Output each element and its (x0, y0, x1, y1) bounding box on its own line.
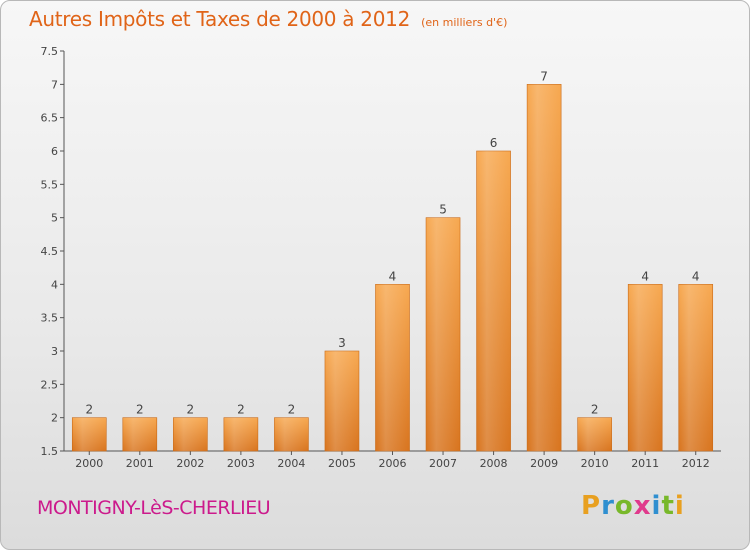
commune-name: MONTIGNY-LèS-CHERLIEU (37, 497, 271, 519)
bar-shine (577, 417, 612, 451)
x-tick-label: 2002 (176, 457, 204, 470)
bar-shine (274, 417, 309, 451)
y-tick-label: 2.5 (41, 378, 59, 391)
logo-letter: r (601, 491, 615, 521)
bar-value-label: 5 (439, 203, 447, 217)
y-tick-label: 1.5 (41, 445, 59, 458)
x-tick-label: 2001 (126, 457, 154, 470)
bar-value-label: 2 (85, 403, 93, 417)
y-tick-label: 5 (51, 212, 58, 225)
y-tick-label: 3 (51, 345, 58, 358)
logo-letter: i (651, 491, 662, 521)
bar-value-label: 7 (540, 69, 548, 83)
x-tick-label: 2000 (75, 457, 103, 470)
bar-value-label: 6 (490, 136, 498, 150)
x-tick-label: 2007 (429, 457, 457, 470)
chart-subtitle: (en milliers d'€) (421, 16, 508, 29)
x-tick-label: 2008 (480, 457, 508, 470)
logo-letter: x (633, 491, 652, 521)
bar-shine (223, 417, 258, 451)
logo-letter: i (674, 491, 685, 521)
logo-letter: t (661, 491, 675, 521)
bar-value-label: 4 (641, 269, 649, 283)
bar-value-label: 2 (136, 403, 144, 417)
bar-shine (426, 217, 461, 451)
x-tick-label: 2006 (379, 457, 407, 470)
chart-title: Autres Impôts et Taxes de 2000 à 2012 (29, 7, 410, 31)
y-tick-label: 4.5 (41, 245, 59, 258)
logo-letter: P (581, 491, 602, 521)
y-tick-label: 4 (51, 278, 58, 291)
bar-value-label: 4 (692, 269, 700, 283)
proxiti-logo: Proxiti (581, 491, 685, 521)
x-tick-label: 2004 (277, 457, 305, 470)
bar-shine (476, 151, 511, 451)
x-tick-label: 2012 (682, 457, 710, 470)
bar-value-label: 3 (338, 336, 346, 350)
x-tick-label: 2005 (328, 457, 356, 470)
bar-shine (375, 284, 410, 451)
x-tick-label: 2011 (631, 457, 659, 470)
y-tick-label: 3.5 (41, 312, 59, 325)
bar-value-label: 2 (187, 403, 195, 417)
y-tick-label: 6.5 (41, 112, 59, 125)
labels: 2000 2 2001 2 2002 2 2003 2 2004 2 2005 3 2006 4 2007 5… (75, 69, 709, 470)
bar-value-label: 2 (288, 403, 296, 417)
bar-shine (628, 284, 663, 451)
title-row: Autres Impôts et Taxes de 2000 à 2012 (e… (29, 7, 507, 31)
y-tick-label: 7 (51, 78, 58, 91)
bar-shine (173, 417, 208, 451)
bar-shine (678, 284, 713, 451)
x-tick-label: 2009 (530, 457, 558, 470)
y-tick-label: 6 (51, 145, 58, 158)
bar-shine (72, 417, 107, 451)
y-tick-label: 5.5 (41, 178, 59, 191)
bars (71, 84, 714, 452)
x-tick-label: 2010 (581, 457, 609, 470)
x-tick-label: 2003 (227, 457, 255, 470)
bar-shine (324, 351, 359, 451)
bar-value-label: 4 (389, 269, 397, 283)
logo-letter: o (614, 491, 634, 521)
y-tick-label: 2 (51, 412, 58, 425)
bar-value-label: 2 (591, 403, 599, 417)
bar-value-label: 2 (237, 403, 245, 417)
y-tick-label: 7.5 (41, 45, 59, 58)
bar-shine (122, 417, 157, 451)
bar-shine (527, 84, 562, 451)
